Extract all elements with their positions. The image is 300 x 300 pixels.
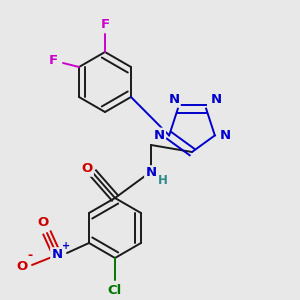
Text: H: H: [158, 173, 168, 187]
Text: N: N: [154, 129, 165, 142]
Text: O: O: [38, 217, 49, 230]
Text: N: N: [168, 93, 179, 106]
Text: F: F: [49, 55, 58, 68]
Text: N: N: [52, 248, 63, 262]
Text: -: -: [28, 248, 33, 262]
Text: N: N: [211, 93, 222, 106]
Text: O: O: [16, 260, 28, 272]
Text: N: N: [146, 167, 157, 179]
Text: O: O: [81, 163, 93, 176]
Text: N: N: [219, 129, 230, 142]
Text: +: +: [62, 241, 70, 251]
Text: Cl: Cl: [108, 284, 122, 296]
Text: F: F: [100, 17, 109, 31]
